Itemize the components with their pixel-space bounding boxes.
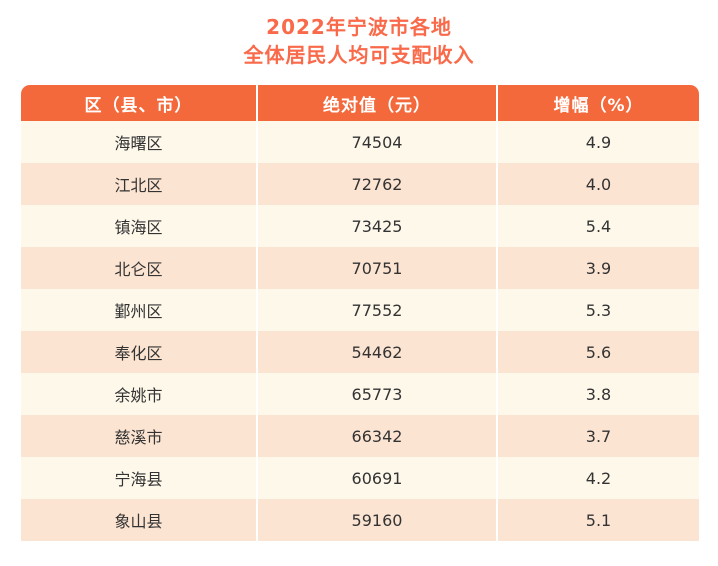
value-cell: 70751 [258, 247, 498, 289]
value-cell: 77552 [258, 289, 498, 331]
income-table: 区（县、市） 绝对值（元） 增幅（%） 海曙区 74504 4.9 江北区 72762 4… [21, 85, 699, 541]
value-cell: 54462 [258, 331, 498, 373]
region-cell: 镇海区 [21, 205, 258, 247]
growth-cell: 5.3 [585, 300, 612, 320]
table-row: 象山县 59160 5.1 [21, 499, 699, 541]
growth-cell: 4.2 [585, 468, 612, 488]
table-row: 北仑区 70751 3.9 [21, 247, 699, 289]
column-header-region: 区（县、市） [21, 85, 258, 121]
table-row: 海曙区 74504 4.9 [21, 121, 699, 163]
table-row: 慈溪市 66342 3.7 [21, 415, 699, 457]
growth-cell: 5.6 [585, 342, 612, 362]
value-cell: 73425 [258, 205, 498, 247]
column-header-value: 绝对值（元） [258, 85, 498, 121]
value-cell: 74504 [258, 121, 498, 163]
growth-cell: 4.9 [585, 132, 612, 152]
region-cell: 奉化区 [21, 331, 258, 373]
region-cell: 象山县 [21, 499, 258, 541]
table-row: 江北区 72762 4.0 [21, 163, 699, 205]
region-cell: 慈溪市 [21, 415, 258, 457]
value-cell: 72762 [258, 163, 498, 205]
title-line-1: 2022年宁波市各地 [266, 15, 452, 39]
growth-cell: 5.1 [585, 510, 612, 530]
growth-cell: 3.9 [585, 258, 612, 278]
growth-cell: 3.8 [585, 384, 612, 404]
region-cell: 宁海县 [21, 457, 258, 499]
value-cell: 66342 [258, 415, 498, 457]
title-line-2: 全体居民人均可支配收入 [243, 43, 475, 67]
region-cell: 江北区 [21, 163, 258, 205]
table-row: 宁海县 60691 4.2 [21, 457, 699, 499]
table-row: 镇海区 73425 5.4 [21, 205, 699, 247]
region-cell: 余姚市 [21, 373, 258, 415]
value-cell: 65773 [258, 373, 498, 415]
table-row: 余姚市 65773 3.8 [21, 373, 699, 415]
growth-cell: 4.0 [585, 174, 612, 194]
growth-cell: 3.7 [585, 426, 612, 446]
table-row: 奉化区 54462 5.6 [21, 331, 699, 373]
growth-cell: 5.4 [585, 216, 612, 236]
table-body: 海曙区 74504 4.9 江北区 72762 4.0 镇海区 73425 5.4 北仑区 7075… [21, 121, 699, 541]
value-cell: 59160 [258, 499, 498, 541]
page-title: 2022年宁波市各地 全体居民人均可支配收入 [0, 0, 718, 69]
table-row: 鄞州区 77552 5.3 [21, 289, 699, 331]
region-cell: 鄞州区 [21, 289, 258, 331]
column-header-growth: 增幅（%） [553, 95, 644, 116]
region-cell: 北仑区 [21, 247, 258, 289]
region-cell: 海曙区 [21, 121, 258, 163]
table-header-row: 区（县、市） 绝对值（元） 增幅（%） [21, 85, 699, 121]
value-cell: 60691 [258, 457, 498, 499]
